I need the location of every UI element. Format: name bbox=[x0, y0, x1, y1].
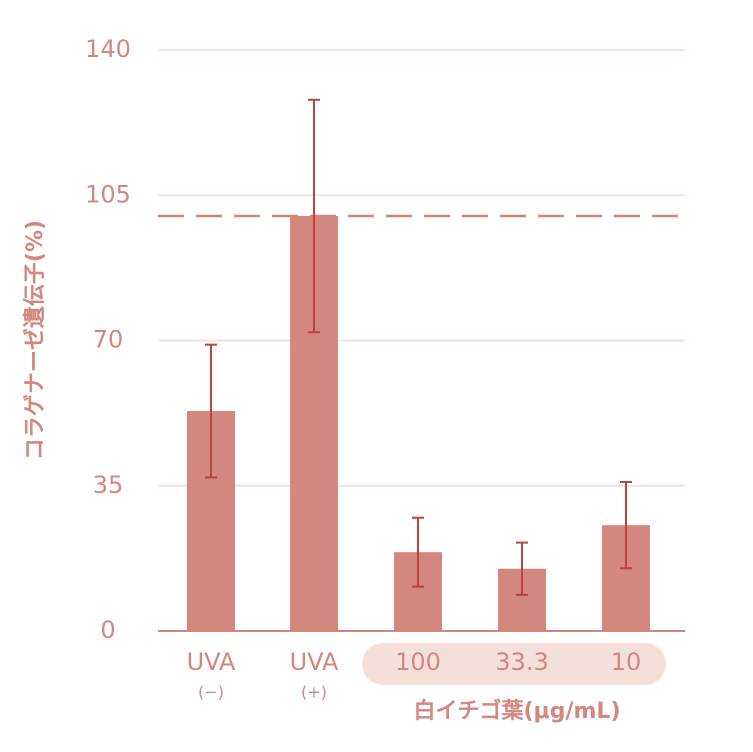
group-label: 白イチゴ葉(μg/mL) bbox=[413, 698, 620, 724]
y-tick-label: 140 bbox=[85, 35, 131, 63]
x-tick-label: 100 bbox=[395, 648, 441, 676]
x-tick-label: UVA bbox=[187, 648, 236, 676]
y-axis-label: コラゲナーゼ遺伝子(%) bbox=[23, 220, 48, 460]
x-tick-sublabel: (−) bbox=[198, 683, 224, 702]
x-tick-label: 33.3 bbox=[495, 648, 548, 676]
y-tick-label: 105 bbox=[85, 180, 131, 208]
x-tick-label: 10 bbox=[611, 648, 642, 676]
y-tick-label: 70 bbox=[93, 326, 124, 354]
x-tick-sublabel: (+) bbox=[301, 683, 327, 702]
group-pill bbox=[362, 643, 666, 685]
y-tick-label: 0 bbox=[100, 616, 115, 644]
x-tick-label: UVA bbox=[290, 648, 339, 676]
y-tick-label: 35 bbox=[93, 471, 124, 499]
